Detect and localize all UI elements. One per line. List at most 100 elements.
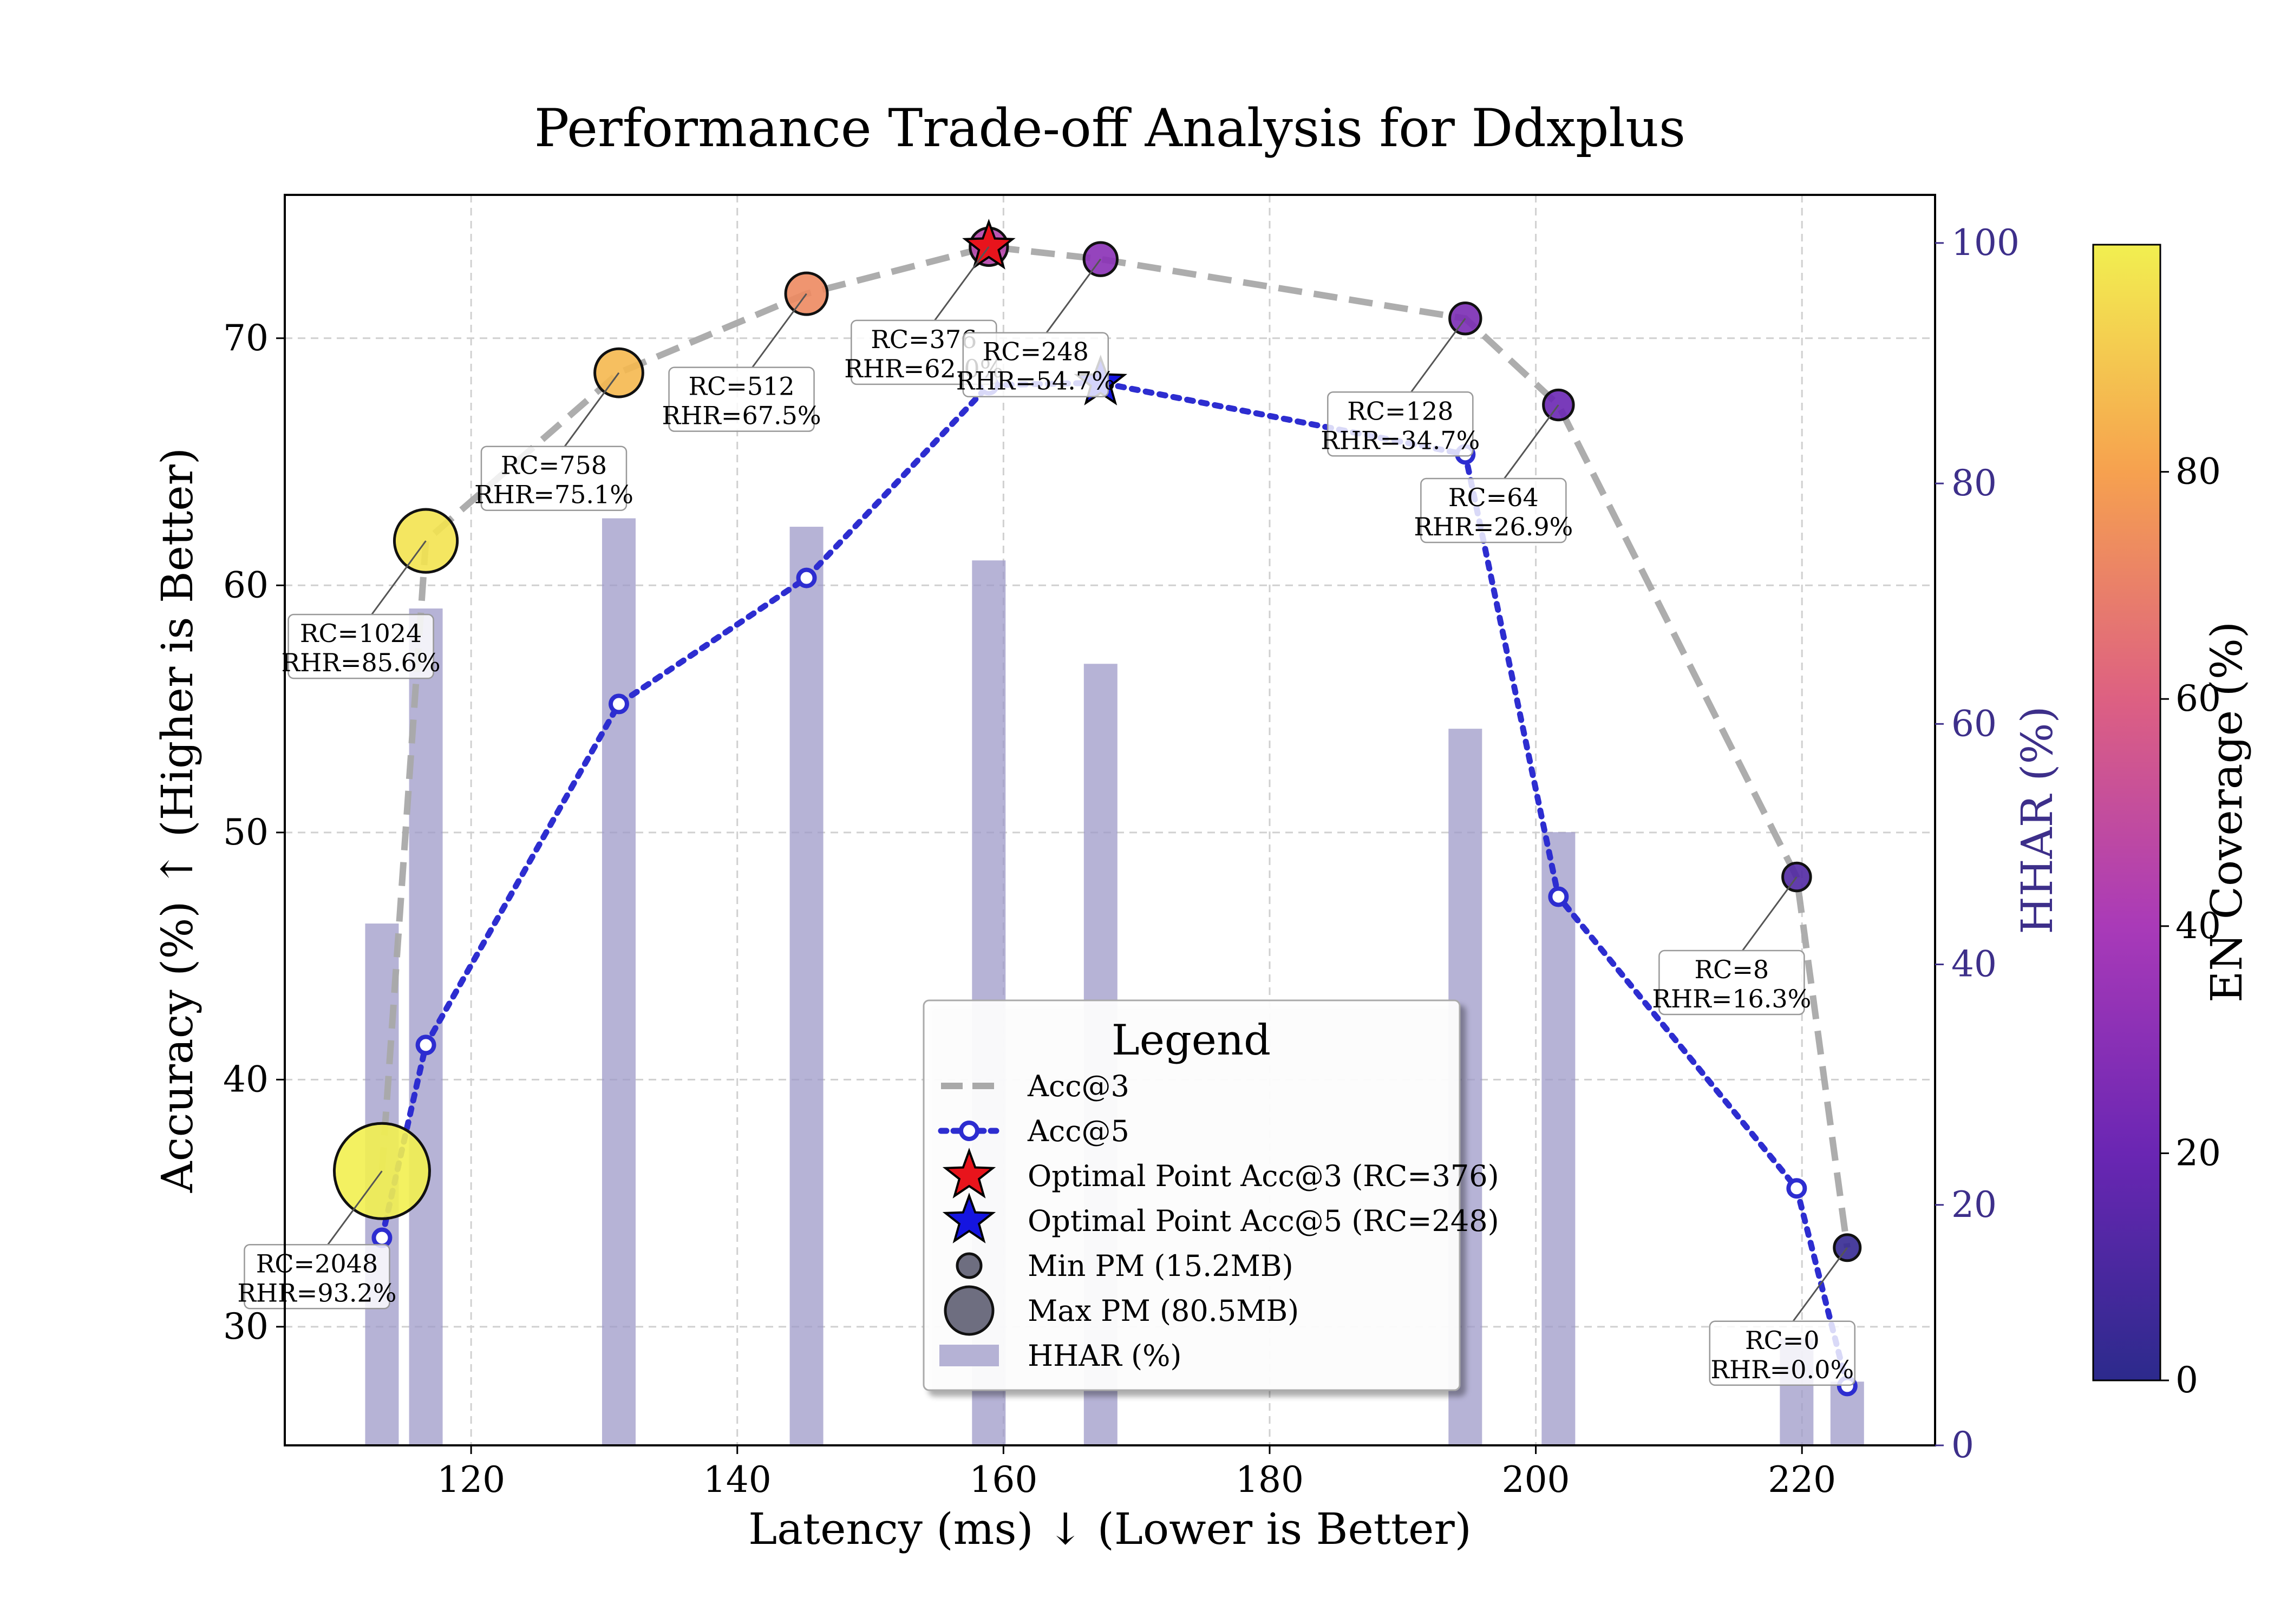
legend-optimal-acc3-star <box>942 1148 996 1199</box>
annotation-box <box>1658 949 1805 1016</box>
legend-acc5-marker <box>959 1121 979 1141</box>
acc5-marker <box>371 1227 393 1248</box>
annotation-rc: RC=248 <box>983 337 1089 366</box>
annotation-leader <box>1742 876 1798 951</box>
annotation-rc: RC=758 <box>501 451 607 480</box>
y-tick-label: 70 <box>223 317 269 359</box>
plot-frame <box>284 194 1936 1446</box>
x-tick-label: 180 <box>1236 1459 1304 1501</box>
x-tick-label: 120 <box>437 1459 505 1501</box>
legend: Legend Acc@3 Acc@5 Optimal Point Acc@3 (RC=… <box>923 999 1499 1391</box>
annotation-leader <box>1410 318 1466 393</box>
acc5-marker <box>1786 1178 1807 1199</box>
legend-box <box>923 999 1461 1391</box>
legend-entry: Optimal Point Acc@3 (RC=376) <box>1028 1159 1499 1193</box>
acc5-marker <box>415 1034 436 1056</box>
annotation-rhr: RHR=54.7% <box>956 366 1115 396</box>
y-axis-ticks: 30 40 50 60 70 <box>223 317 285 1347</box>
acc5-marker <box>796 567 817 588</box>
annotation-box <box>480 446 628 511</box>
annotations: RC=2048RHR=93.2%RC=1024RHR=85.6%RC=758RH… <box>237 246 1856 1386</box>
colorbar <box>2092 244 2161 1381</box>
annotation-leader <box>752 293 807 368</box>
hhar-bar <box>602 518 636 1445</box>
annotation-box <box>668 366 815 432</box>
y2-axis-label: HHAR (%) <box>2012 706 2062 934</box>
y-tick-label: 60 <box>223 564 269 606</box>
y2-tick-label: 60 <box>1951 703 1997 744</box>
annotation-box <box>1420 477 1567 543</box>
y-tick-label: 40 <box>223 1058 269 1100</box>
acc5-line <box>378 379 1851 1389</box>
y-tick-label: 30 <box>223 1306 269 1347</box>
legend-entry: Acc@3 <box>1027 1069 1129 1103</box>
annotation-rc: RC=128 <box>1347 396 1453 425</box>
annotation-box <box>1709 1320 1856 1386</box>
acc5-marker <box>608 693 629 715</box>
annotation-rc: RC=64 <box>1448 483 1539 512</box>
annotation-leader <box>934 246 990 321</box>
y-axis-label: Accuracy (%) ↑ (Higher is Better) <box>152 448 202 1193</box>
colorbar-tick-label: 60 <box>2175 678 2221 719</box>
annotation-rhr: RHR=0.0% <box>1710 1355 1854 1384</box>
annotation-rc: RC=2048 <box>256 1249 378 1278</box>
annotation-rhr: RHR=67.5% <box>662 401 821 430</box>
x-tick-label: 200 <box>1502 1459 1570 1501</box>
legend-max-pm-bubble <box>944 1285 995 1336</box>
colorbar-tick-label: 40 <box>2175 905 2221 947</box>
y2-tick-label: 100 <box>1951 222 2020 264</box>
legend-hhar-swatch <box>939 1345 999 1366</box>
annotation-leader <box>1045 258 1102 333</box>
legend-entry: Min PM (15.2MB) <box>1028 1249 1293 1283</box>
annotation-box <box>962 332 1109 397</box>
legend-entry: Optimal Point Acc@5 (RC=248) <box>1028 1204 1499 1238</box>
colorbar-tick-label: 80 <box>2175 451 2221 493</box>
colorbar-tick-label: 20 <box>2175 1132 2221 1174</box>
annotation-rc: RC=8 <box>1695 955 1769 984</box>
annotation-leader <box>1792 1247 1848 1322</box>
annotation-rc: RC=376 <box>871 325 977 354</box>
annotation-leader <box>564 372 620 447</box>
annotation-rc: RC=0 <box>1745 1326 1820 1355</box>
annotation-rhr: RHR=85.6% <box>282 648 441 677</box>
annotation-rhr: RHR=16.3% <box>1652 984 1811 1013</box>
annotation-box <box>1327 391 1474 457</box>
legend-optimal-acc5-star <box>942 1193 996 1243</box>
legend-title: Legend <box>1112 1016 1271 1065</box>
optimal-acc3-star <box>962 219 1016 270</box>
annotation-rc: RC=512 <box>688 372 794 401</box>
acc5-marker <box>1548 886 1569 907</box>
annotation-leader <box>371 540 427 615</box>
chart-title: Performance Trade-off Analysis for Ddxpl… <box>534 98 1685 159</box>
colorbar-tick-label: 0 <box>2175 1359 2198 1401</box>
y2-axis-ticks: 0 20 40 60 80 100 <box>1935 222 2020 1466</box>
y2-tick-label: 40 <box>1951 944 1997 985</box>
y2-tick-label: 20 <box>1951 1184 1997 1226</box>
annotation-rhr: RHR=93.2% <box>237 1278 396 1307</box>
x-tick-label: 160 <box>969 1459 1037 1501</box>
annotation-rhr: RHR=26.9% <box>1414 512 1573 541</box>
x-axis-label: Latency (ms) ↓ (Lower is Better) <box>748 1504 1472 1554</box>
colorbar-ticks: 0 20 40 60 80 <box>2160 451 2221 1401</box>
legend-min-pm-bubble <box>956 1252 983 1279</box>
colorbar-label: EN Coverage (%) <box>2201 621 2252 1003</box>
annotation-rc: RC=1024 <box>300 619 422 648</box>
annotation-rhr: RHR=34.7% <box>1321 425 1480 455</box>
annotation-leader <box>327 1170 383 1246</box>
annotation-box <box>287 613 434 679</box>
acc3-bubble <box>593 347 644 398</box>
hhar-bar <box>789 527 824 1445</box>
x-tick-label: 140 <box>703 1459 772 1501</box>
legend-entry: Acc@5 <box>1027 1114 1129 1148</box>
legend-entry: HHAR (%) <box>1028 1339 1181 1373</box>
annotation-leader <box>1504 404 1559 479</box>
legend-entry: Max PM (80.5MB) <box>1028 1294 1299 1328</box>
y2-tick-label: 0 <box>1951 1424 1974 1466</box>
x-tick-label: 220 <box>1768 1459 1836 1501</box>
y-tick-label: 50 <box>223 811 269 853</box>
annotation-rhr: RHR=75.1% <box>474 480 633 509</box>
x-axis-ticks: 120 140 160 180 200 220 <box>437 1445 1836 1501</box>
annotation-box <box>244 1244 390 1309</box>
y2-tick-label: 80 <box>1951 462 1997 504</box>
